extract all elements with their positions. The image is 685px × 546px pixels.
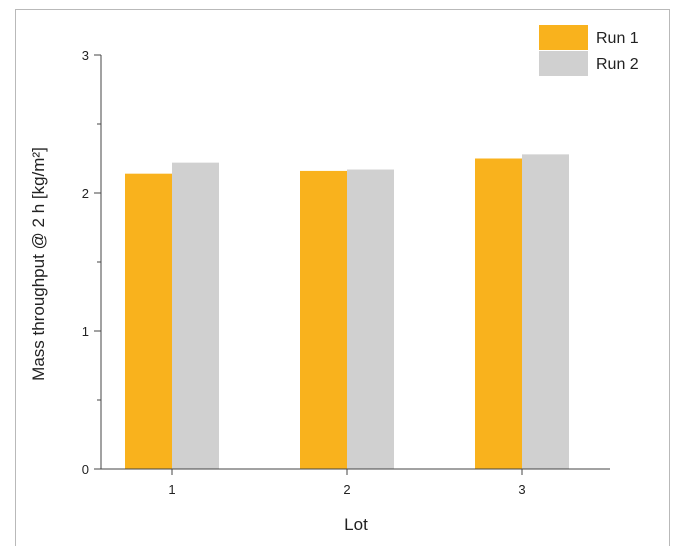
y-tick-label: 3	[82, 48, 89, 63]
legend-swatch	[539, 25, 588, 50]
y-ticks-group: 0 1 2 3	[82, 48, 101, 477]
chart-frame	[15, 9, 670, 546]
x-ticks-group: 1 2 3	[168, 469, 526, 497]
legend-label: Run 2	[596, 56, 639, 73]
x-tick-label: 2	[343, 482, 350, 497]
x-axis-title: Lot	[344, 515, 368, 534]
legend-label: Run 1	[596, 30, 639, 47]
bar-run-2	[172, 162, 219, 469]
legend: Run 1 Run 2	[539, 25, 639, 76]
y-tick-label: 2	[82, 186, 89, 201]
y-axis-title: Mass throughput @ 2 h [kg/m²]	[29, 147, 48, 381]
bar-run-2	[522, 154, 569, 470]
y-tick-label: 1	[82, 324, 89, 339]
bar-run-1	[475, 158, 522, 469]
legend-swatch	[539, 51, 588, 76]
bar-run-1	[125, 173, 172, 469]
x-tick-label: 3	[518, 482, 525, 497]
x-tick-label: 1	[168, 482, 175, 497]
y-tick-label: 0	[82, 462, 89, 477]
bar-run-2	[347, 169, 394, 470]
bar-run-1	[300, 170, 347, 470]
bars-group	[125, 154, 569, 470]
